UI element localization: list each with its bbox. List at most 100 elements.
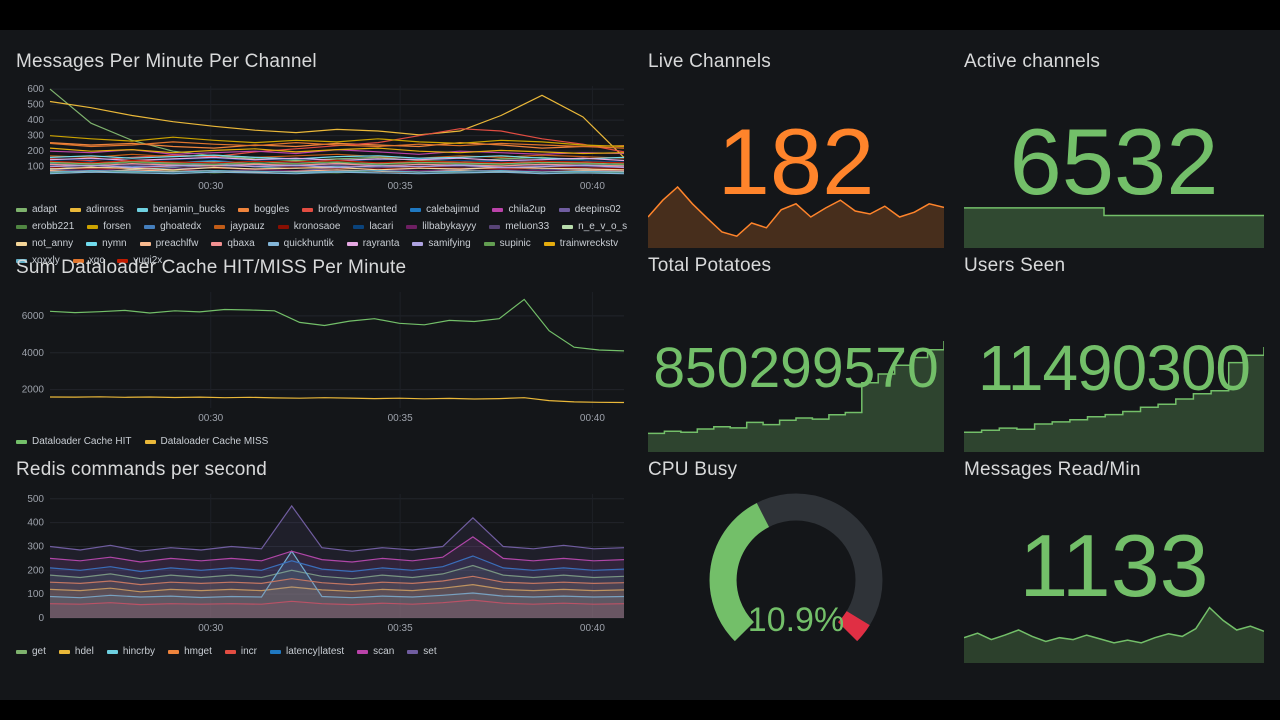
letterbox-bottom	[0, 700, 1280, 720]
panel-redis-commands: Redis commands per second 0 100 200 300 400 5…	[16, 458, 632, 659]
messages-chart[interactable]: 100 200 300 400 500 600 00:30 00:35 00:40	[16, 80, 632, 197]
messages-read-value: 1133	[1019, 516, 1209, 615]
legend-item-Dataloader Cache MISS[interactable]: Dataloader Cache MISS	[144, 434, 268, 449]
legend-label: calebajimud	[426, 204, 480, 215]
legend-label: lilbabykayyy	[422, 221, 477, 232]
svg-text:2000: 2000	[22, 385, 45, 396]
legend-item-ghoatedx[interactable]: ghoatedx	[144, 219, 201, 234]
legend-item-adinross[interactable]: adinross	[70, 202, 124, 217]
total-potatoes-value: 850299570	[653, 336, 939, 400]
panel-messages-read: Messages Read/Min 1133	[963, 458, 1265, 663]
panel-cpu-busy: CPU Busy 10.9%	[648, 458, 944, 663]
legend-color-marker	[406, 224, 418, 229]
svg-text:500: 500	[27, 494, 44, 505]
legend-item-brodymostwanted[interactable]: brodymostwanted	[302, 202, 397, 217]
legend-label: nymn	[102, 238, 127, 249]
legend-item-nymn[interactable]: nymn	[86, 236, 127, 251]
legend-item-lilbabykayyy[interactable]: lilbabykayyy	[406, 219, 476, 234]
legend-item-lacari[interactable]: lacari	[353, 219, 393, 234]
svg-text:400: 400	[27, 518, 44, 529]
svg-text:00:40: 00:40	[580, 413, 605, 424]
legend-label: jaypauz	[230, 221, 265, 232]
legend-color-marker	[492, 207, 504, 212]
legend-label: hincrby	[122, 646, 156, 657]
legend-label: brodymostwanted	[318, 204, 398, 215]
legend-label: quickhuntik	[283, 238, 334, 249]
svg-text:300: 300	[27, 131, 44, 142]
legend-item-scan[interactable]: scan	[357, 644, 394, 659]
panel-title-cpu-busy: CPU Busy	[648, 459, 738, 480]
legend-item-xoxxly[interactable]: xoxxly	[16, 253, 60, 268]
legend-item-trainwreckstv[interactable]: trainwreckstv	[543, 236, 618, 251]
legend-label: lacari	[369, 221, 394, 232]
legend-item-latency|latest[interactable]: latency|latest	[269, 644, 344, 659]
panel-title-redis: Redis commands per second	[16, 459, 268, 480]
legend-item-Dataloader Cache HIT[interactable]: Dataloader Cache HIT	[16, 434, 132, 449]
legend-label: set	[423, 646, 437, 657]
legend-color-marker	[410, 207, 422, 212]
svg-text:100: 100	[27, 589, 44, 600]
legend-item-get[interactable]: get	[16, 644, 46, 659]
legend-label: deepins02	[574, 204, 621, 215]
legend-item-calebajimud[interactable]: calebajimud	[410, 202, 479, 217]
messages-legend: adapt adinross benjamin_bucks boggles brodym…	[16, 202, 632, 268]
legend-item-preachlfw[interactable]: preachlfw	[139, 236, 198, 251]
legend-item-erobb221[interactable]: erobb221	[16, 219, 74, 234]
legend-item-set[interactable]: set	[407, 644, 437, 659]
legend-item-adapt[interactable]: adapt	[16, 202, 57, 217]
legend-label: yugi2x	[133, 255, 163, 266]
legend-item-qbaxa[interactable]: qbaxa	[211, 236, 255, 251]
legend-item-deepins02[interactable]: deepins02	[558, 202, 621, 217]
legend-item-xqc[interactable]: xqc	[72, 253, 104, 268]
panel-title-active-channels: Active channels	[964, 51, 1101, 72]
legend-item-hdel[interactable]: hdel	[58, 644, 94, 659]
dataloader-chart[interactable]: 2000 4000 6000 00:30 00:35 00:40	[16, 286, 632, 429]
legend-item-hincrby[interactable]: hincrby	[106, 644, 156, 659]
messages-read-sparkline	[963, 597, 1265, 663]
legend-color-marker	[483, 241, 495, 246]
svg-text:0: 0	[38, 613, 44, 624]
legend-item-rayranta[interactable]: rayranta	[346, 236, 400, 251]
panel-live-channels: Live Channels 182	[647, 50, 945, 248]
legend-item-not_anny[interactable]: not_anny	[16, 236, 73, 251]
redis-chart[interactable]: 0 100 200 300 400 500 00:30 00:35 00:40	[16, 488, 632, 639]
legend-label: not_anny	[32, 238, 74, 249]
panel-title-live-channels: Live Channels	[648, 51, 772, 72]
legend-item-meluon33[interactable]: meluon33	[489, 219, 549, 234]
panel-total-potatoes: Total Potatoes 850299570	[648, 254, 945, 452]
legend-item-yugi2x[interactable]: yugi2x	[117, 253, 162, 268]
legend-color-marker	[70, 207, 82, 212]
svg-text:6000: 6000	[22, 311, 45, 322]
legend-color-marker	[211, 241, 223, 246]
legend-color-marker	[269, 649, 281, 654]
legend-label: erobb221	[32, 221, 75, 232]
legend-color-marker	[139, 241, 151, 246]
legend-color-marker	[277, 224, 289, 229]
legend-item-quickhuntik[interactable]: quickhuntik	[267, 236, 334, 251]
legend-label: hmget	[184, 646, 212, 657]
legend-item-hmget[interactable]: hmget	[168, 644, 212, 659]
legend-item-benjamin_bucks[interactable]: benjamin_bucks	[136, 202, 225, 217]
active-channels-sparkline	[964, 204, 1264, 248]
legend-item-chila2up[interactable]: chila2up	[492, 202, 546, 217]
legend-label: scan	[373, 646, 395, 657]
legend-item-forsen[interactable]: forsen	[87, 219, 131, 234]
legend-label: xoxxly	[32, 255, 60, 266]
legend-item-n_e_v_o_s[interactable]: n_e_v_o_s	[562, 219, 627, 234]
legend-label: rayranta	[362, 238, 400, 249]
legend-item-samifying[interactable]: samifying	[412, 236, 471, 251]
legend-item-jaypauz[interactable]: jaypauz	[214, 219, 265, 234]
panel-title-messages-read: Messages Read/Min	[964, 459, 1141, 480]
legend-label: samifying	[428, 238, 471, 249]
legend-color-marker	[106, 649, 118, 654]
legend-label: kronosaoe	[293, 221, 341, 232]
legend-color-marker	[16, 241, 27, 246]
legend-item-incr[interactable]: incr	[224, 644, 257, 659]
panel-title-messages: Messages Per Minute Per Channel	[16, 51, 317, 72]
panel-users-seen: Users Seen 11490300	[964, 254, 1265, 452]
legend-item-supinic[interactable]: supinic	[483, 236, 531, 251]
legend-label: hdel	[74, 646, 94, 657]
legend-item-boggles[interactable]: boggles	[238, 202, 289, 217]
legend-item-kronosaoe[interactable]: kronosaoe	[277, 219, 341, 234]
svg-text:400: 400	[27, 115, 44, 126]
